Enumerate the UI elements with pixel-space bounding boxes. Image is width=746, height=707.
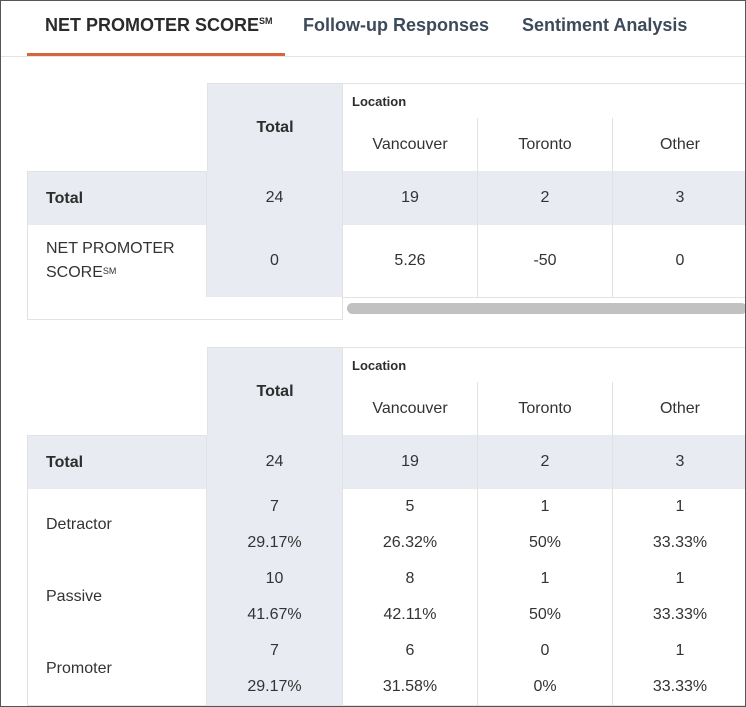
tab-label: NET PROMOTER SCORE <box>45 15 260 35</box>
count-cell: 1 <box>478 561 613 598</box>
column-header-other[interactable]: Other <box>613 382 745 436</box>
count-cell: 7 <box>207 633 343 670</box>
percent-cell: 50% <box>478 597 613 634</box>
table-cell: 24 <box>207 171 343 226</box>
percent-cell: 31.58% <box>343 669 478 706</box>
percent-cell: 26.32% <box>343 525 478 562</box>
count-cell: 1 <box>613 489 745 526</box>
count-cell: 7 <box>207 489 343 526</box>
percent-cell: 33.33% <box>613 525 745 562</box>
percent-cell: 33.33% <box>613 669 745 706</box>
column-header-other[interactable]: Other <box>613 118 745 172</box>
location-group-header: Location <box>343 347 745 383</box>
count-cell: 5 <box>343 489 478 526</box>
row-label-sup: SM <box>102 266 117 276</box>
percent-cell: 29.17% <box>207 525 343 562</box>
table-cell: 19 <box>343 171 478 226</box>
column-header-vancouver[interactable]: Vancouver <box>343 118 478 172</box>
count-cell: 6 <box>343 633 478 670</box>
table-cell: 0 <box>207 225 343 298</box>
table-cell: 2 <box>478 435 613 490</box>
tab-net-promoter-score[interactable]: NET PROMOTER SCORESM <box>45 1 273 57</box>
column-header-toronto[interactable]: Toronto <box>478 382 613 436</box>
count-cell: 8 <box>343 561 478 598</box>
table-cell: 3 <box>613 435 745 490</box>
table-cell: 5.26 <box>343 225 478 298</box>
row-label-line-2: SCORE <box>46 264 103 281</box>
total-column-header[interactable]: Total <box>207 347 343 436</box>
row-label-total: Total <box>27 435 207 490</box>
table-cell: 3 <box>613 171 745 226</box>
count-cell: 1 <box>613 561 745 598</box>
count-cell: 1 <box>478 489 613 526</box>
count-cell: 0 <box>478 633 613 670</box>
table-cell: 24 <box>207 435 343 490</box>
active-tab-indicator <box>27 53 285 56</box>
row-label-total: Total <box>27 171 207 226</box>
horizontal-scrollbar-thumb[interactable] <box>347 303 745 314</box>
table-cell: 2 <box>478 171 613 226</box>
column-header-toronto[interactable]: Toronto <box>478 118 613 172</box>
percent-cell: 33.33% <box>613 597 745 634</box>
count-cell: 1 <box>613 633 745 670</box>
table-cell: 19 <box>343 435 478 490</box>
tab-bar: NET PROMOTER SCORESM Follow-up Responses… <box>1 1 745 57</box>
row-label-net-promoter-score: NET PROMOTER SCORESM <box>27 225 207 298</box>
row-label-promoter: Promoter <box>27 633 207 706</box>
percent-cell: 42.11% <box>343 597 478 634</box>
table-cell: -50 <box>478 225 613 298</box>
location-group-header: Location <box>343 83 745 119</box>
table-cell: 0 <box>613 225 745 298</box>
row-label-passive: Passive <box>27 561 207 634</box>
column-header-vancouver[interactable]: Vancouver <box>343 382 478 436</box>
tab-label-sup: SM <box>259 16 273 26</box>
percent-cell: 50% <box>478 525 613 562</box>
total-column-header[interactable]: Total <box>207 83 343 172</box>
tab-follow-up-responses[interactable]: Follow-up Responses <box>303 15 490 35</box>
row-label-line-1: NET PROMOTER <box>46 240 175 257</box>
row-label-detractor: Detractor <box>27 489 207 562</box>
percent-cell: 41.67% <box>207 597 343 634</box>
percent-cell: 0% <box>478 669 613 706</box>
count-cell: 10 <box>207 561 343 598</box>
scroll-spacer <box>27 297 343 320</box>
tab-sentiment-analysis[interactable]: Sentiment Analysis <box>522 15 688 35</box>
percent-cell: 29.17% <box>207 669 343 706</box>
